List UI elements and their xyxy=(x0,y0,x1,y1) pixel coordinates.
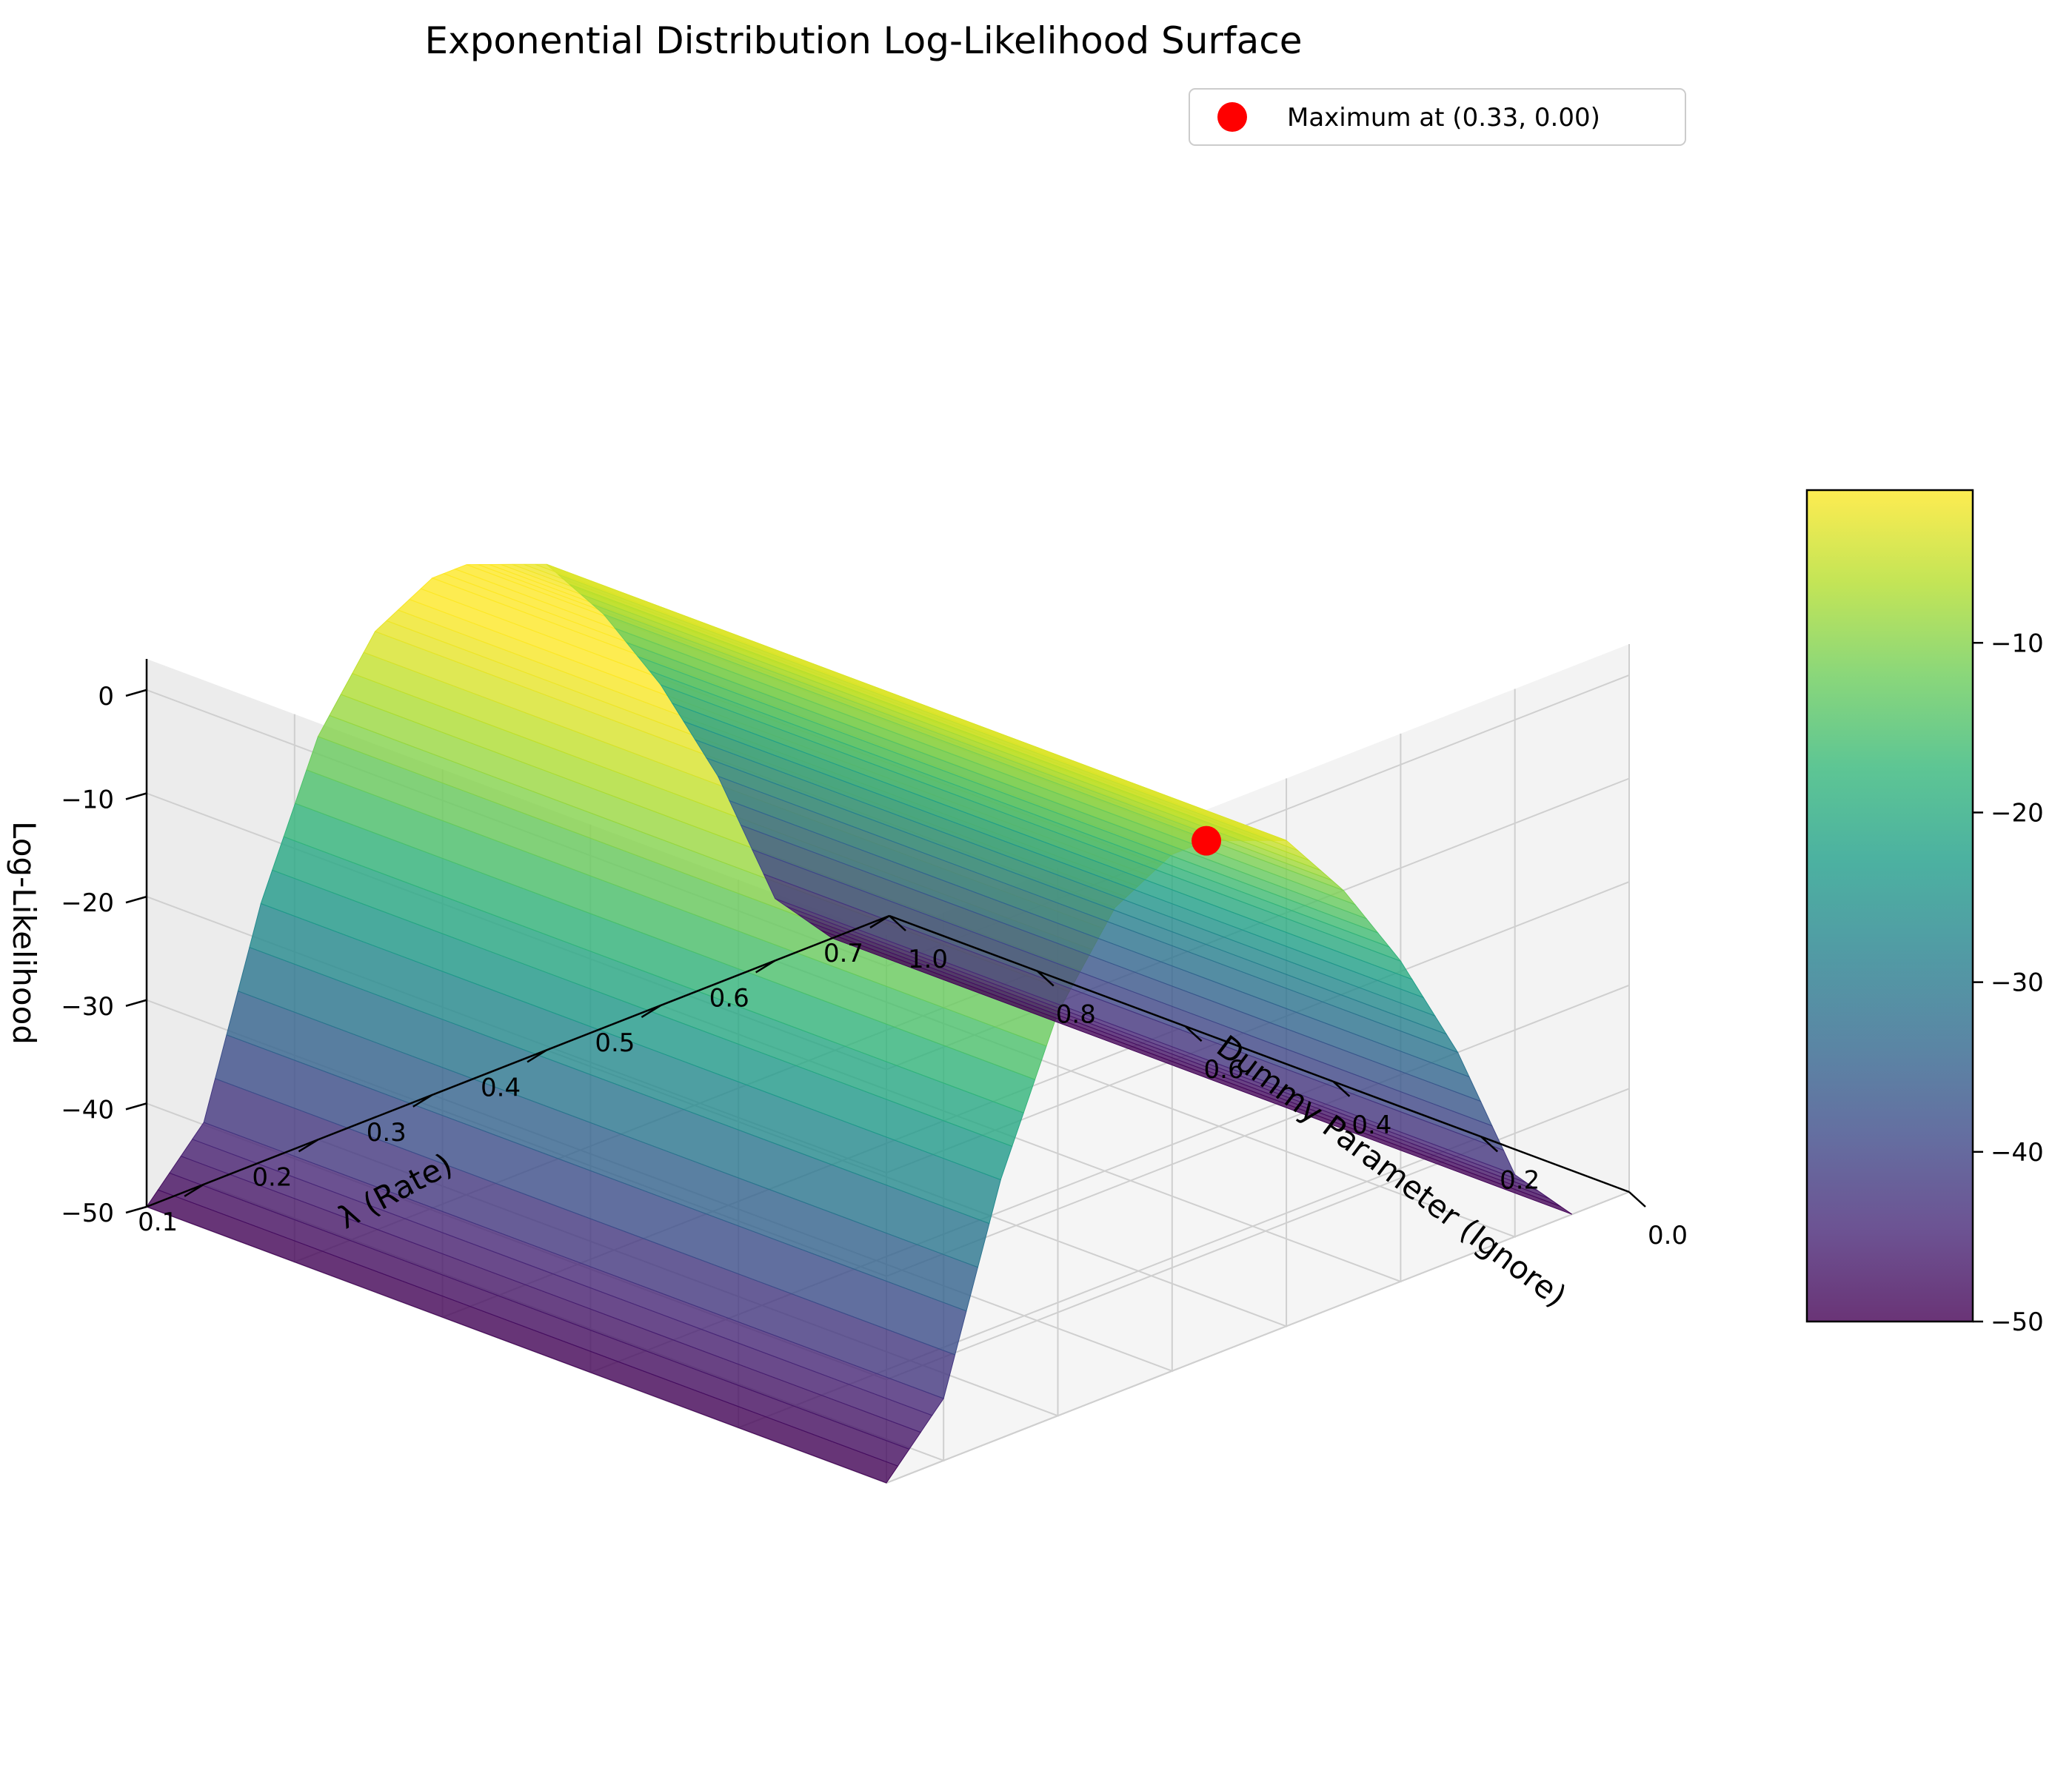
x-tick-label: 0.1 xyxy=(138,1208,178,1237)
y-tick-label: 0.4 xyxy=(1351,1111,1391,1140)
y-tick xyxy=(1480,1136,1499,1153)
y-tick xyxy=(1628,1191,1646,1208)
y-tick-label: 1.0 xyxy=(908,945,948,974)
maximum-marker-group xyxy=(1192,825,1222,856)
x-axis-line xyxy=(146,914,890,1208)
x-tick xyxy=(641,1004,662,1018)
x-tick xyxy=(869,914,890,929)
y-tick-label: 0.0 xyxy=(1648,1221,1688,1250)
colorbar-tick-label: −40 xyxy=(1991,1138,2044,1168)
z-tick xyxy=(125,792,147,800)
colorbar-tick-label: −20 xyxy=(1991,798,2044,828)
y-tick-label: 0.6 xyxy=(1204,1055,1244,1085)
y-axis-line xyxy=(889,914,1630,1193)
z-tick xyxy=(125,895,147,904)
legend-marker xyxy=(1217,102,1247,132)
x-tick-label: 0.3 xyxy=(367,1118,407,1148)
z-tick-label: 0 xyxy=(98,682,114,711)
x-tick xyxy=(298,1139,319,1153)
x-tick-label: 0.6 xyxy=(709,983,749,1013)
y-tick-label: 0.8 xyxy=(1056,1000,1096,1030)
x-tick xyxy=(412,1094,433,1108)
colorbar-ticks: −10 −20 −30 −40 −50 xyxy=(1973,629,2044,1337)
x-tick xyxy=(755,959,776,974)
legend-box xyxy=(1189,88,1686,146)
colorbar-fill xyxy=(1807,490,1973,1322)
z-tick-label: −40 xyxy=(61,1095,114,1125)
legend: Maximum at (0.33, 0.00) xyxy=(1189,88,1686,146)
legend-label: Maximum at (0.33, 0.00) xyxy=(1287,103,1600,133)
z-axis-label: Log-Likelihood xyxy=(6,821,42,1045)
x-tick xyxy=(184,1183,204,1197)
x-tick-label: 0.4 xyxy=(481,1073,521,1102)
z-tick xyxy=(125,1205,147,1214)
x-tick-label: 0.2 xyxy=(252,1162,292,1192)
x-tick xyxy=(527,1049,547,1063)
z-tick-label: −30 xyxy=(61,992,114,1022)
y-tick xyxy=(1036,970,1055,987)
surface-plot xyxy=(146,563,1573,1484)
axes: 0.1 0.2 0.3 0.4 0.5 0.6 0.7 0.0 0.2 0.4 0.6 0.8 1.0 0… xyxy=(61,659,1688,1250)
colorbar-frame xyxy=(1805,489,1974,1323)
maximum-marker xyxy=(1192,825,1222,856)
y-tick-label: 0.2 xyxy=(1500,1165,1540,1195)
y-tick xyxy=(1332,1080,1351,1097)
z-tick xyxy=(125,999,147,1007)
z-tick xyxy=(125,689,147,697)
z-tick-label: −10 xyxy=(61,786,114,815)
colorbar-tick-label: −30 xyxy=(1991,968,2044,998)
x-tick-label: 0.5 xyxy=(595,1028,635,1058)
z-tick-label: −20 xyxy=(61,888,114,918)
colorbar-tick-label: −50 xyxy=(1991,1307,2044,1337)
y-tick xyxy=(889,915,906,931)
z-tick xyxy=(125,1102,147,1111)
z-tick-label: −50 xyxy=(61,1199,114,1228)
colorbar: −10 −20 −30 −40 −50 xyxy=(1805,489,2044,1337)
y-tick xyxy=(1184,1025,1203,1042)
colorbar-tick-label: −10 xyxy=(1991,629,2044,658)
chart-title: Exponential Distribution Log-Likelihood … xyxy=(425,19,1303,62)
x-tick-label: 0.7 xyxy=(823,939,863,968)
